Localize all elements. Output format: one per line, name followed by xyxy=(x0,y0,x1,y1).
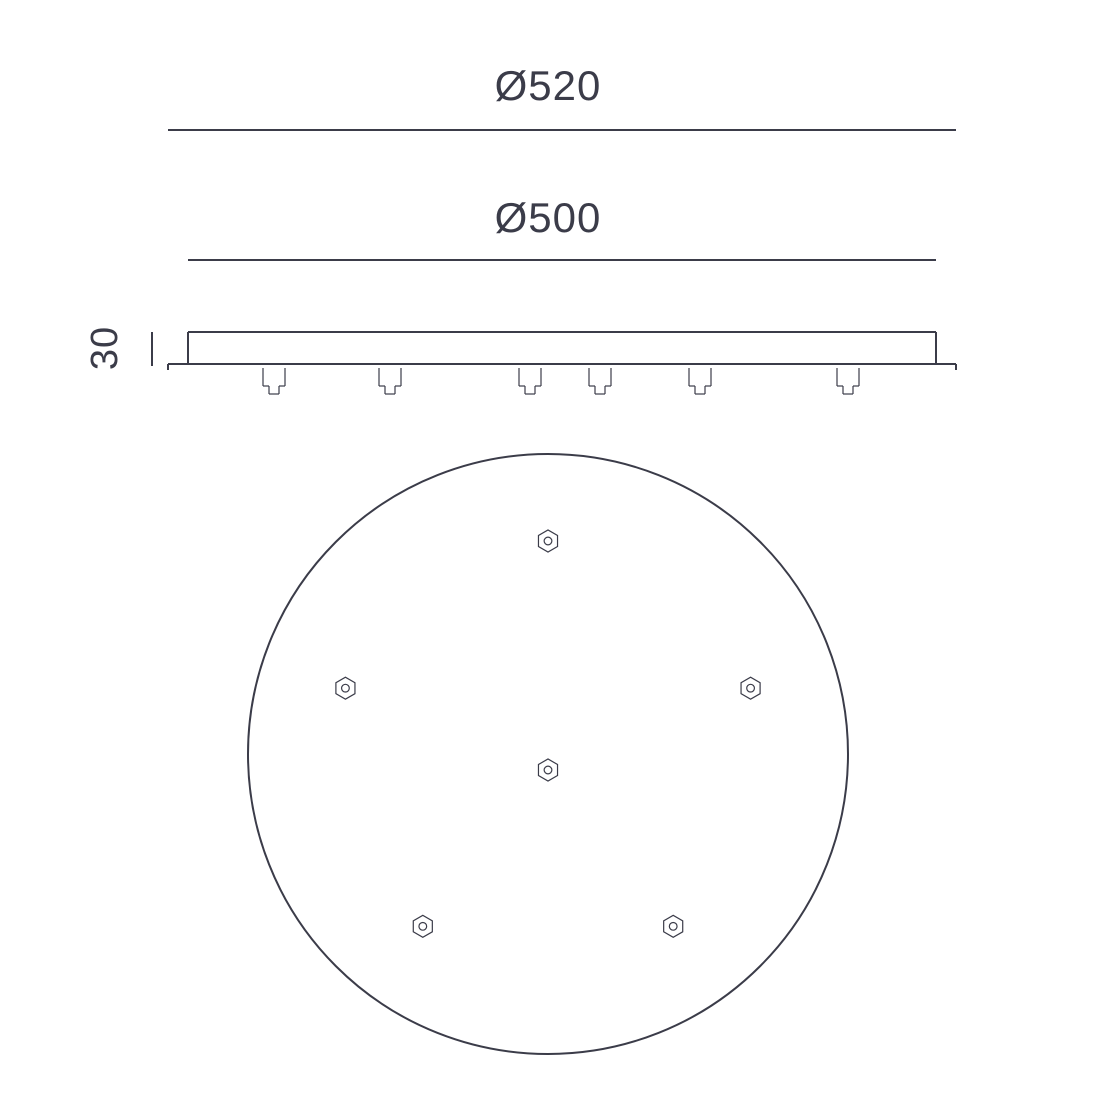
hex-fixing-center xyxy=(538,759,557,781)
side-view-grip xyxy=(263,368,285,394)
side-view-grip xyxy=(589,368,611,394)
hex-fixing-1 xyxy=(741,677,760,699)
hex-fixing-2 xyxy=(664,915,683,937)
hex-fixing-3 xyxy=(413,915,432,937)
plan-view xyxy=(248,454,848,1054)
dimension-label-500: Ø500 xyxy=(495,194,602,241)
plan-view-circle xyxy=(248,454,848,1054)
hex-fixing-0 xyxy=(538,530,557,552)
side-view-grip xyxy=(837,368,859,394)
side-view-grip xyxy=(519,368,541,394)
hex-fixing-4 xyxy=(336,677,355,699)
dimension-label-30: 30 xyxy=(84,326,126,370)
side-view-grip xyxy=(379,368,401,394)
side-view-grip xyxy=(689,368,711,394)
side-view xyxy=(168,332,956,394)
dimension-label-520: Ø520 xyxy=(495,62,602,109)
